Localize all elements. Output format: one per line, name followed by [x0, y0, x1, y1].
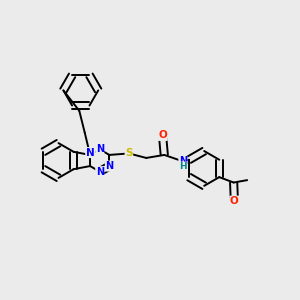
- Text: N: N: [179, 156, 187, 166]
- Text: N: N: [96, 167, 104, 177]
- Text: S: S: [125, 148, 133, 158]
- Text: N: N: [86, 148, 94, 158]
- Text: N: N: [105, 161, 113, 171]
- Text: O: O: [230, 196, 239, 206]
- Text: H: H: [179, 162, 187, 171]
- Text: O: O: [158, 130, 167, 140]
- Text: N: N: [96, 144, 104, 154]
